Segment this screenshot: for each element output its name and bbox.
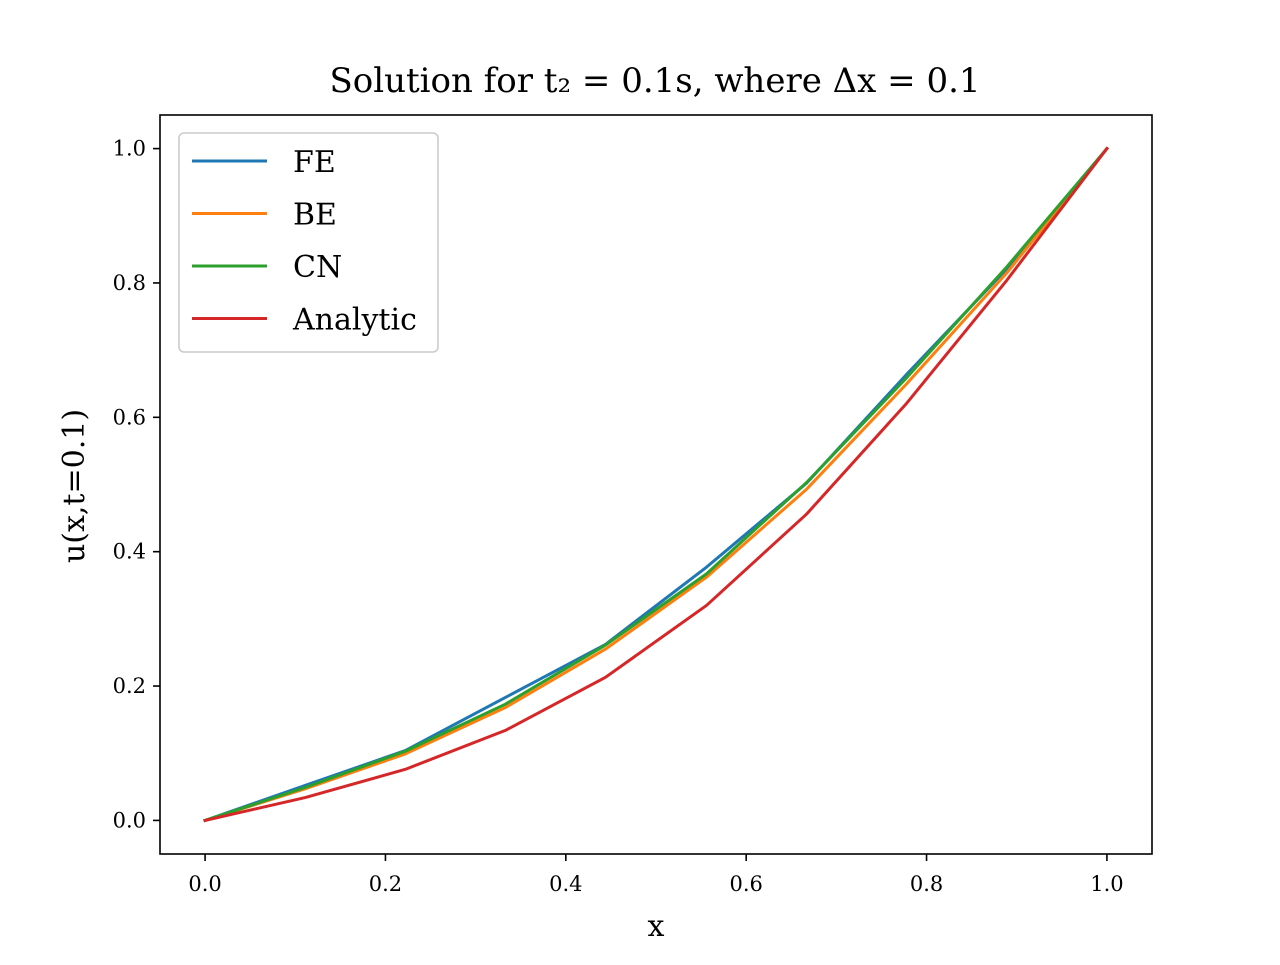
x-tick-label: 1.0	[1090, 872, 1123, 896]
y-tick-label: 0.0	[113, 808, 146, 832]
plot-area-frame	[159, 114, 1153, 855]
legend-label-be: BE	[293, 198, 337, 233]
y-tick-label: 0.6	[113, 405, 146, 429]
x-tick-label: 0.8	[910, 872, 943, 896]
x-tick-label: 0.4	[549, 872, 582, 896]
chart-title: Solution for t₂ = 0.1s, where Δx = 0.1	[329, 61, 980, 101]
legend: FE BE CN Analytic	[178, 132, 439, 353]
legend-label-analytic: Analytic	[292, 303, 417, 338]
x-axis-label: x	[648, 909, 665, 944]
series-layer	[203, 146, 1110, 823]
series-line-analytic	[203, 146, 1110, 823]
x-axis-ticks: 0.0 0.2 0.4 0.6 0.8 1.0	[188, 854, 1124, 896]
y-tick-label: 1.0	[113, 137, 146, 161]
legend-label-cn: CN	[293, 250, 342, 285]
legend-box	[178, 132, 439, 353]
series-line-be	[203, 146, 1110, 823]
y-axis-ticks: 0.0 0.2 0.4 0.6 0.8 1.0	[113, 137, 160, 832]
series-line-cn	[203, 146, 1110, 823]
legend-entries: FE BE CN Analytic	[192, 145, 417, 338]
x-tick-label: 0.6	[729, 872, 762, 896]
y-axis-label: u(x,t=0.1)	[57, 409, 92, 563]
y-tick-label: 0.4	[113, 540, 146, 564]
y-tick-label: 0.2	[113, 674, 146, 698]
x-tick-label: 0.2	[369, 872, 402, 896]
x-tick-label: 0.0	[188, 872, 221, 896]
legend-label-fe: FE	[293, 145, 336, 180]
y-tick-label: 0.8	[113, 271, 146, 295]
